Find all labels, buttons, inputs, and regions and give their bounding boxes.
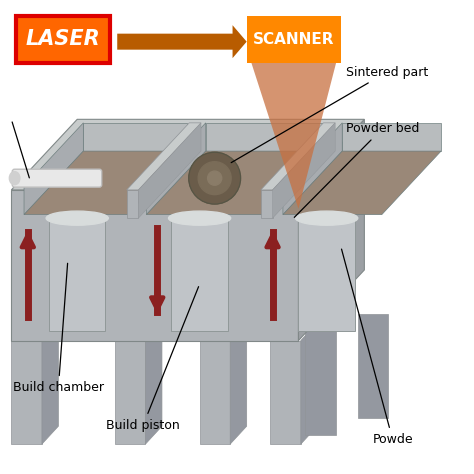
Polygon shape [230, 323, 246, 444]
Polygon shape [115, 340, 146, 444]
Polygon shape [305, 331, 336, 435]
Text: Sintered part: Sintered part [231, 66, 428, 163]
Polygon shape [11, 340, 42, 444]
Ellipse shape [46, 211, 108, 225]
Ellipse shape [9, 172, 20, 185]
Polygon shape [172, 218, 228, 331]
Polygon shape [24, 151, 187, 215]
Polygon shape [283, 123, 342, 215]
Polygon shape [251, 63, 336, 209]
Circle shape [189, 152, 240, 204]
Polygon shape [299, 119, 365, 340]
Text: Powde: Powde [342, 249, 413, 446]
Text: Build piston: Build piston [106, 287, 199, 432]
Polygon shape [301, 323, 317, 444]
Polygon shape [83, 123, 187, 151]
Text: Powder bed: Powder bed [294, 122, 419, 218]
Polygon shape [127, 123, 201, 190]
Polygon shape [11, 119, 365, 190]
Polygon shape [342, 123, 441, 151]
Polygon shape [42, 323, 58, 444]
Bar [16, 16, 110, 63]
Polygon shape [127, 190, 138, 218]
Polygon shape [358, 314, 388, 418]
Polygon shape [146, 323, 162, 444]
Polygon shape [261, 190, 273, 218]
Ellipse shape [296, 211, 358, 225]
Circle shape [198, 162, 231, 195]
Polygon shape [117, 25, 246, 58]
Circle shape [208, 171, 222, 185]
Ellipse shape [169, 211, 231, 225]
Polygon shape [206, 123, 323, 151]
Polygon shape [146, 123, 206, 215]
Text: LASER: LASER [26, 29, 100, 49]
Polygon shape [11, 190, 299, 340]
Polygon shape [261, 123, 335, 190]
Polygon shape [24, 123, 83, 215]
Text: Build chamber: Build chamber [13, 263, 104, 394]
Bar [246, 16, 341, 63]
Polygon shape [273, 123, 335, 218]
Polygon shape [49, 218, 105, 331]
Polygon shape [270, 340, 301, 444]
Polygon shape [138, 123, 201, 218]
Polygon shape [299, 218, 355, 331]
Polygon shape [200, 340, 230, 444]
Polygon shape [283, 151, 441, 215]
FancyBboxPatch shape [12, 169, 102, 187]
Text: SCANNER: SCANNER [253, 32, 335, 47]
Polygon shape [146, 151, 323, 215]
